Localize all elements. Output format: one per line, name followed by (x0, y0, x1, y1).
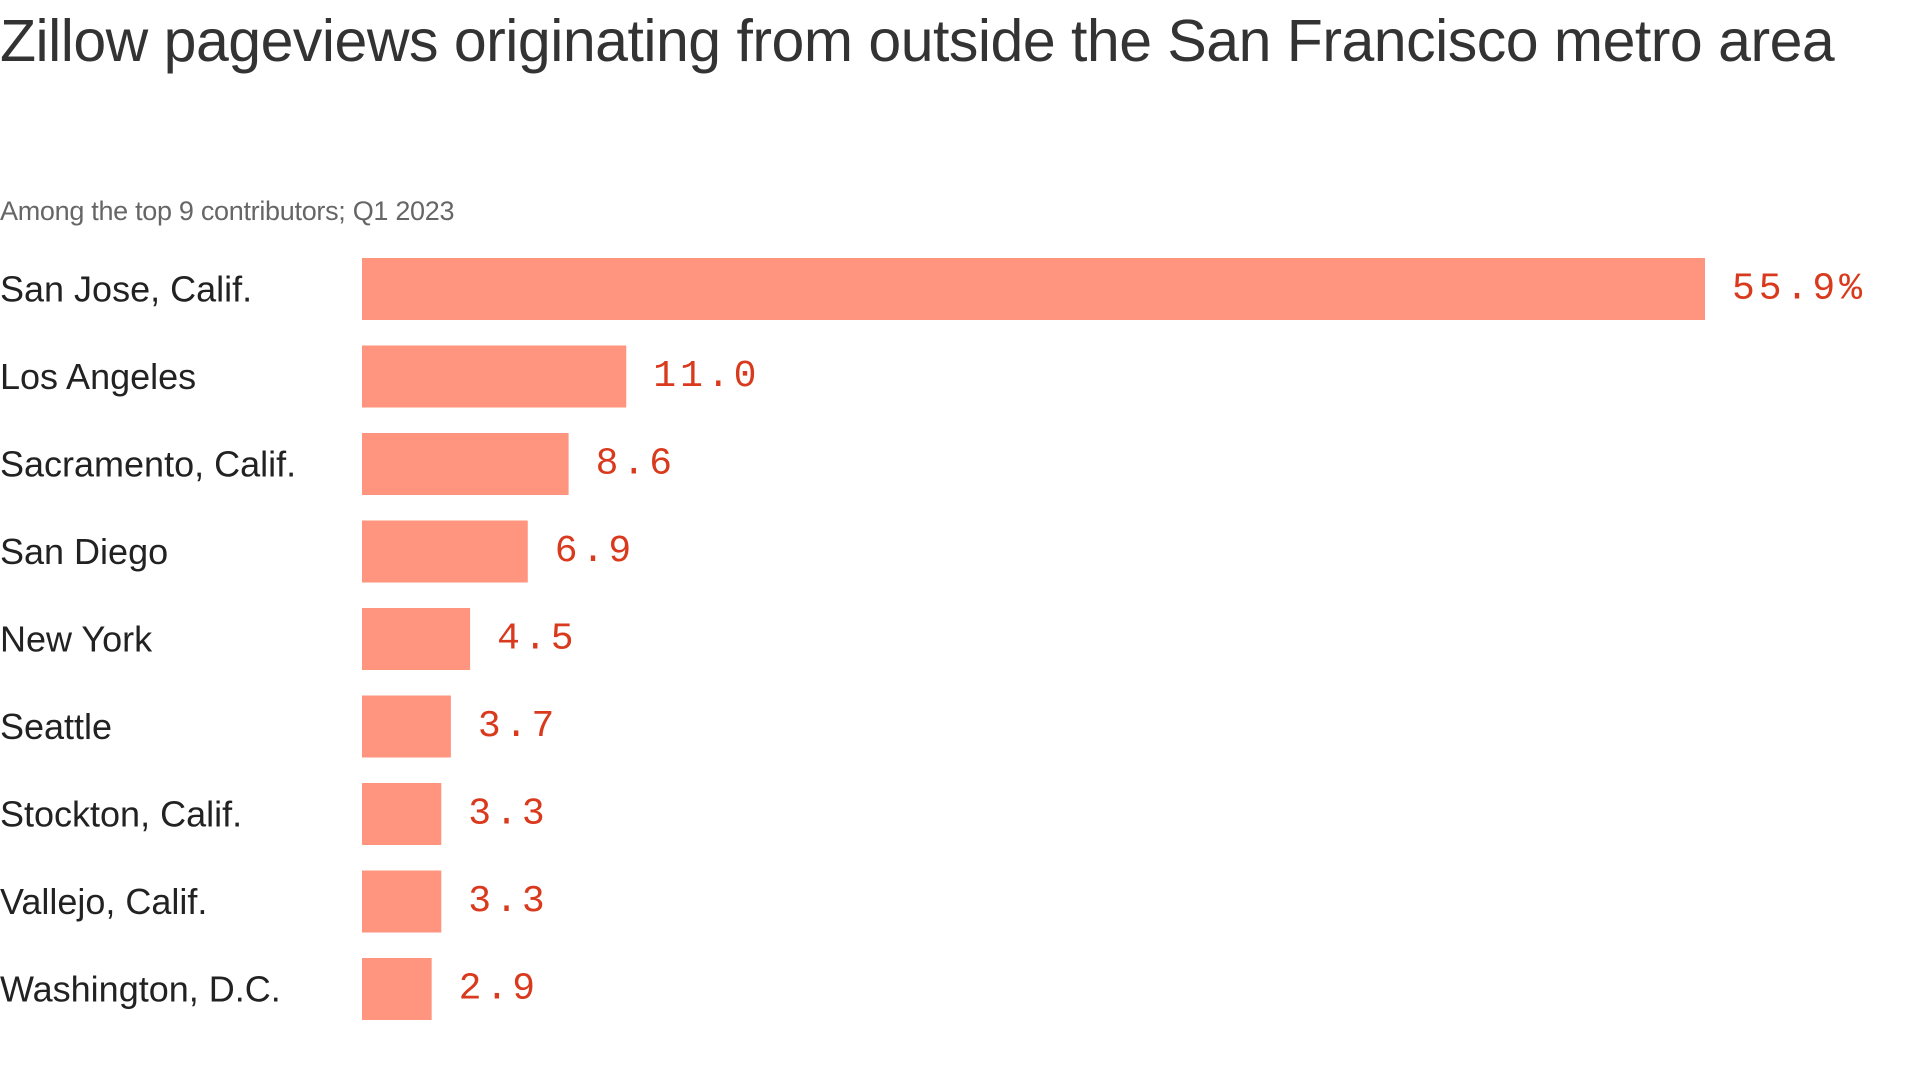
chart-subtitle: Among the top 9 contributors; Q1 2023 (0, 196, 455, 226)
bar (362, 520, 528, 583)
category-label: Stockton, Calif. (0, 794, 242, 835)
bar (362, 258, 1705, 320)
bar (362, 958, 432, 1020)
bar-row: Stockton, Calif. 3.3 (0, 783, 548, 845)
category-label: Washington, D.C. (0, 969, 281, 1010)
value-label: 3.3 (468, 793, 548, 836)
value-label: 3.7 (478, 705, 558, 748)
bar-row: Sacramento, Calif. 8.6 (0, 433, 676, 495)
value-label: 2.9 (459, 968, 539, 1011)
value-label: 6.9 (555, 530, 635, 573)
value-label: 11.0 (653, 355, 760, 398)
bar (362, 870, 442, 933)
category-label: Sacramento, Calif. (0, 444, 296, 485)
category-label: Vallejo, Calif. (0, 881, 207, 922)
value-label: 55.9% (1732, 268, 1866, 311)
value-label: 3.3 (468, 880, 548, 923)
bar-row: San Jose, Calif. 55.9% (0, 258, 1866, 320)
category-label: New York (0, 619, 153, 660)
value-label: 4.5 (497, 618, 577, 661)
bar-row: San Diego 6.9 (0, 520, 635, 583)
bar-row: Seattle 3.7 (0, 695, 558, 758)
bar (362, 783, 442, 845)
bar-row: Los Angeles 11.0 (0, 345, 760, 408)
value-label: 8.6 (596, 443, 676, 486)
category-label: San Jose, Calif. (0, 269, 252, 310)
category-label: San Diego (0, 531, 168, 572)
bar (362, 608, 471, 670)
bar-row: New York 4.5 (0, 608, 577, 670)
bar (362, 695, 451, 758)
category-label: Los Angeles (0, 356, 196, 397)
bar-row: Vallejo, Calif. 3.3 (0, 870, 548, 933)
category-label: Seattle (0, 706, 112, 747)
chart-title: Zillow pageviews originating from outsid… (0, 8, 1835, 74)
bar-row: Washington, D.C. 2.9 (0, 958, 539, 1020)
bar (362, 345, 627, 408)
bar (362, 433, 569, 495)
